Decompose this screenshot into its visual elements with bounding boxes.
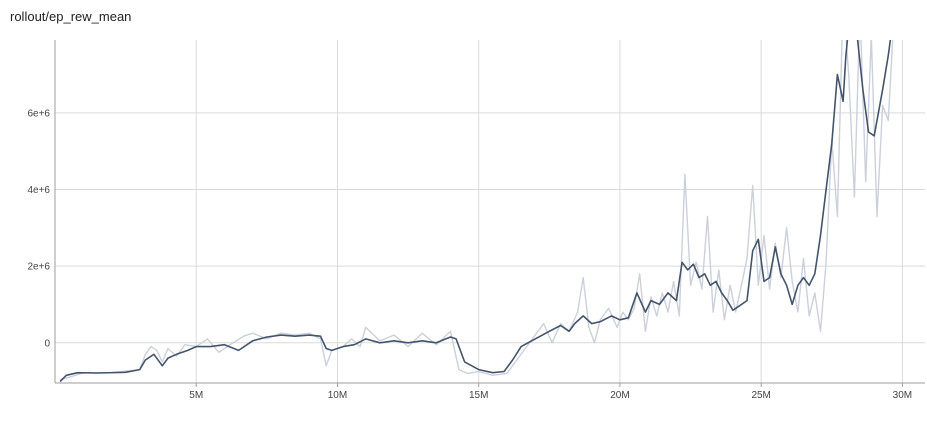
- y-tick-label: 0: [44, 338, 50, 349]
- y-tick-label: 6e+6: [27, 108, 50, 119]
- smoothed-series-line: [59, 40, 892, 382]
- axes: [54, 40, 925, 387]
- x-tick-label: 30M: [893, 390, 912, 401]
- chart-title: rollout/ep_rew_mean: [10, 9, 132, 24]
- y-tick-label: 4e+6: [27, 185, 50, 196]
- y-tick-label: 2e+6: [27, 262, 50, 273]
- tick-labels: 5M 10M 15M 20M 25M 30M 0 2e+6 4e+6 6e+6: [27, 108, 912, 401]
- x-tick-label: 15M: [469, 390, 488, 401]
- x-tick-label: 20M: [610, 390, 629, 401]
- x-tick-label: 25M: [751, 390, 770, 401]
- raw-series-line: [59, 40, 894, 380]
- x-tick-label: 5M: [189, 390, 203, 401]
- gridlines: [55, 40, 925, 383]
- x-tick-label: 10M: [328, 390, 347, 401]
- series-lines: [59, 40, 894, 382]
